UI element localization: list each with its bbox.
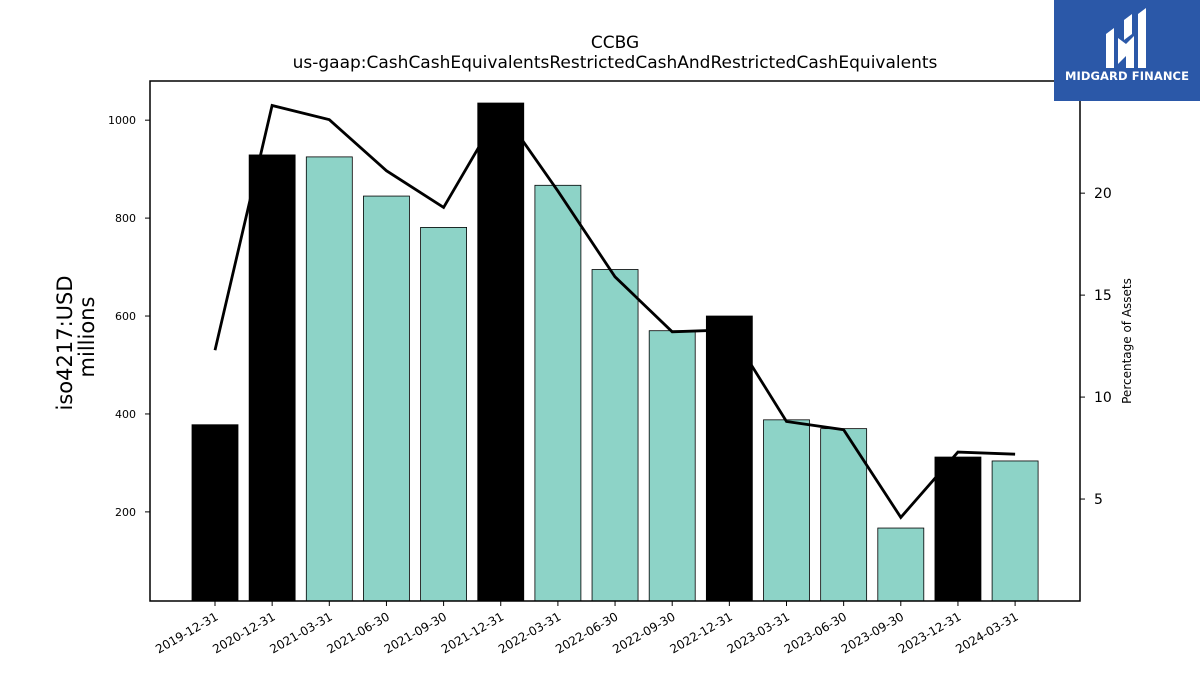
y-right-tick-label: 20 (1094, 186, 1112, 202)
y-right-tick-label: 5 (1094, 492, 1103, 508)
bar-series (191, 102, 1039, 602)
bar-2019-12-31 (191, 424, 239, 602)
y-left-tick-label: 600 (115, 310, 136, 323)
y-left-tick-label: 800 (115, 212, 136, 225)
x-tick-label: 2021-09-30 (382, 609, 449, 656)
logo-text: MIDGARD FINANCE (1064, 69, 1190, 83)
x-tick-label: 2023-09-30 (839, 609, 906, 656)
x-tick-label: 2022-12-31 (667, 609, 734, 656)
x-tick-label: 2023-03-31 (725, 609, 792, 656)
chart-title: CCBG (591, 33, 639, 53)
x-tick-label: 2020-12-31 (210, 609, 277, 656)
midgard-finance-logo: MIDGARD FINANCE (1054, 0, 1200, 101)
x-tick-label: 2021-06-30 (325, 609, 392, 656)
bar-2021-03-31 (305, 156, 353, 602)
bar-2020-12-31 (248, 154, 296, 602)
x-tick-label: 2022-09-30 (610, 609, 677, 656)
bar-2023-12-31 (934, 456, 982, 602)
logo-mark-icon (1106, 8, 1146, 68)
bar-2022-03-31 (534, 184, 582, 602)
bar-2022-12-31 (705, 315, 753, 602)
bar-2023-06-30 (820, 428, 868, 602)
x-tick-label: 2021-03-31 (267, 609, 334, 656)
y-left-tick-label: 200 (115, 506, 136, 519)
x-tick-label: 2024-03-31 (953, 609, 1020, 656)
x-tick-label: 2023-06-30 (782, 609, 849, 656)
bar-2021-06-30 (363, 195, 410, 602)
bar-2022-06-30 (591, 269, 639, 602)
y-axis-right-label: Percentage of Assets (1120, 278, 1134, 404)
x-tick-label: 2022-06-30 (553, 609, 620, 656)
x-tick-label: 2023-12-31 (896, 609, 963, 656)
percentage-line (213, 103, 1016, 520)
y-left-tick-label: 1000 (108, 114, 136, 127)
y-right-tick-label: 10 (1094, 390, 1112, 406)
bar-2023-09-30 (877, 527, 925, 602)
x-tick-label: 2021-12-31 (439, 609, 506, 656)
chart-subtitle: us-gaap:CashCashEquivalentsRestrictedCas… (293, 53, 938, 73)
y-axis-left-label-line2: millions (75, 297, 99, 378)
y-left-tick-label: 400 (115, 408, 136, 421)
y-axis-left-label-line1: iso4217:USD (53, 275, 77, 410)
x-tick-label: 2019-12-31 (153, 609, 220, 656)
x-axis: 2019-12-312020-12-312021-03-312021-06-30… (153, 601, 1021, 656)
line-series (213, 103, 1016, 520)
bar-2023-03-31 (763, 419, 810, 602)
bar-2021-12-31 (477, 102, 525, 602)
x-tick-label: 2022-03-31 (496, 609, 563, 656)
bar-2022-09-30 (648, 330, 696, 602)
y-axis-left: 200 400 600 800 1000 (108, 114, 150, 519)
bar-2024-03-31 (991, 460, 1039, 602)
bar-2021-09-30 (420, 227, 468, 602)
y-right-tick-label: 15 (1094, 288, 1112, 304)
y-axis-right: 5 10 15 20 (1080, 186, 1112, 508)
